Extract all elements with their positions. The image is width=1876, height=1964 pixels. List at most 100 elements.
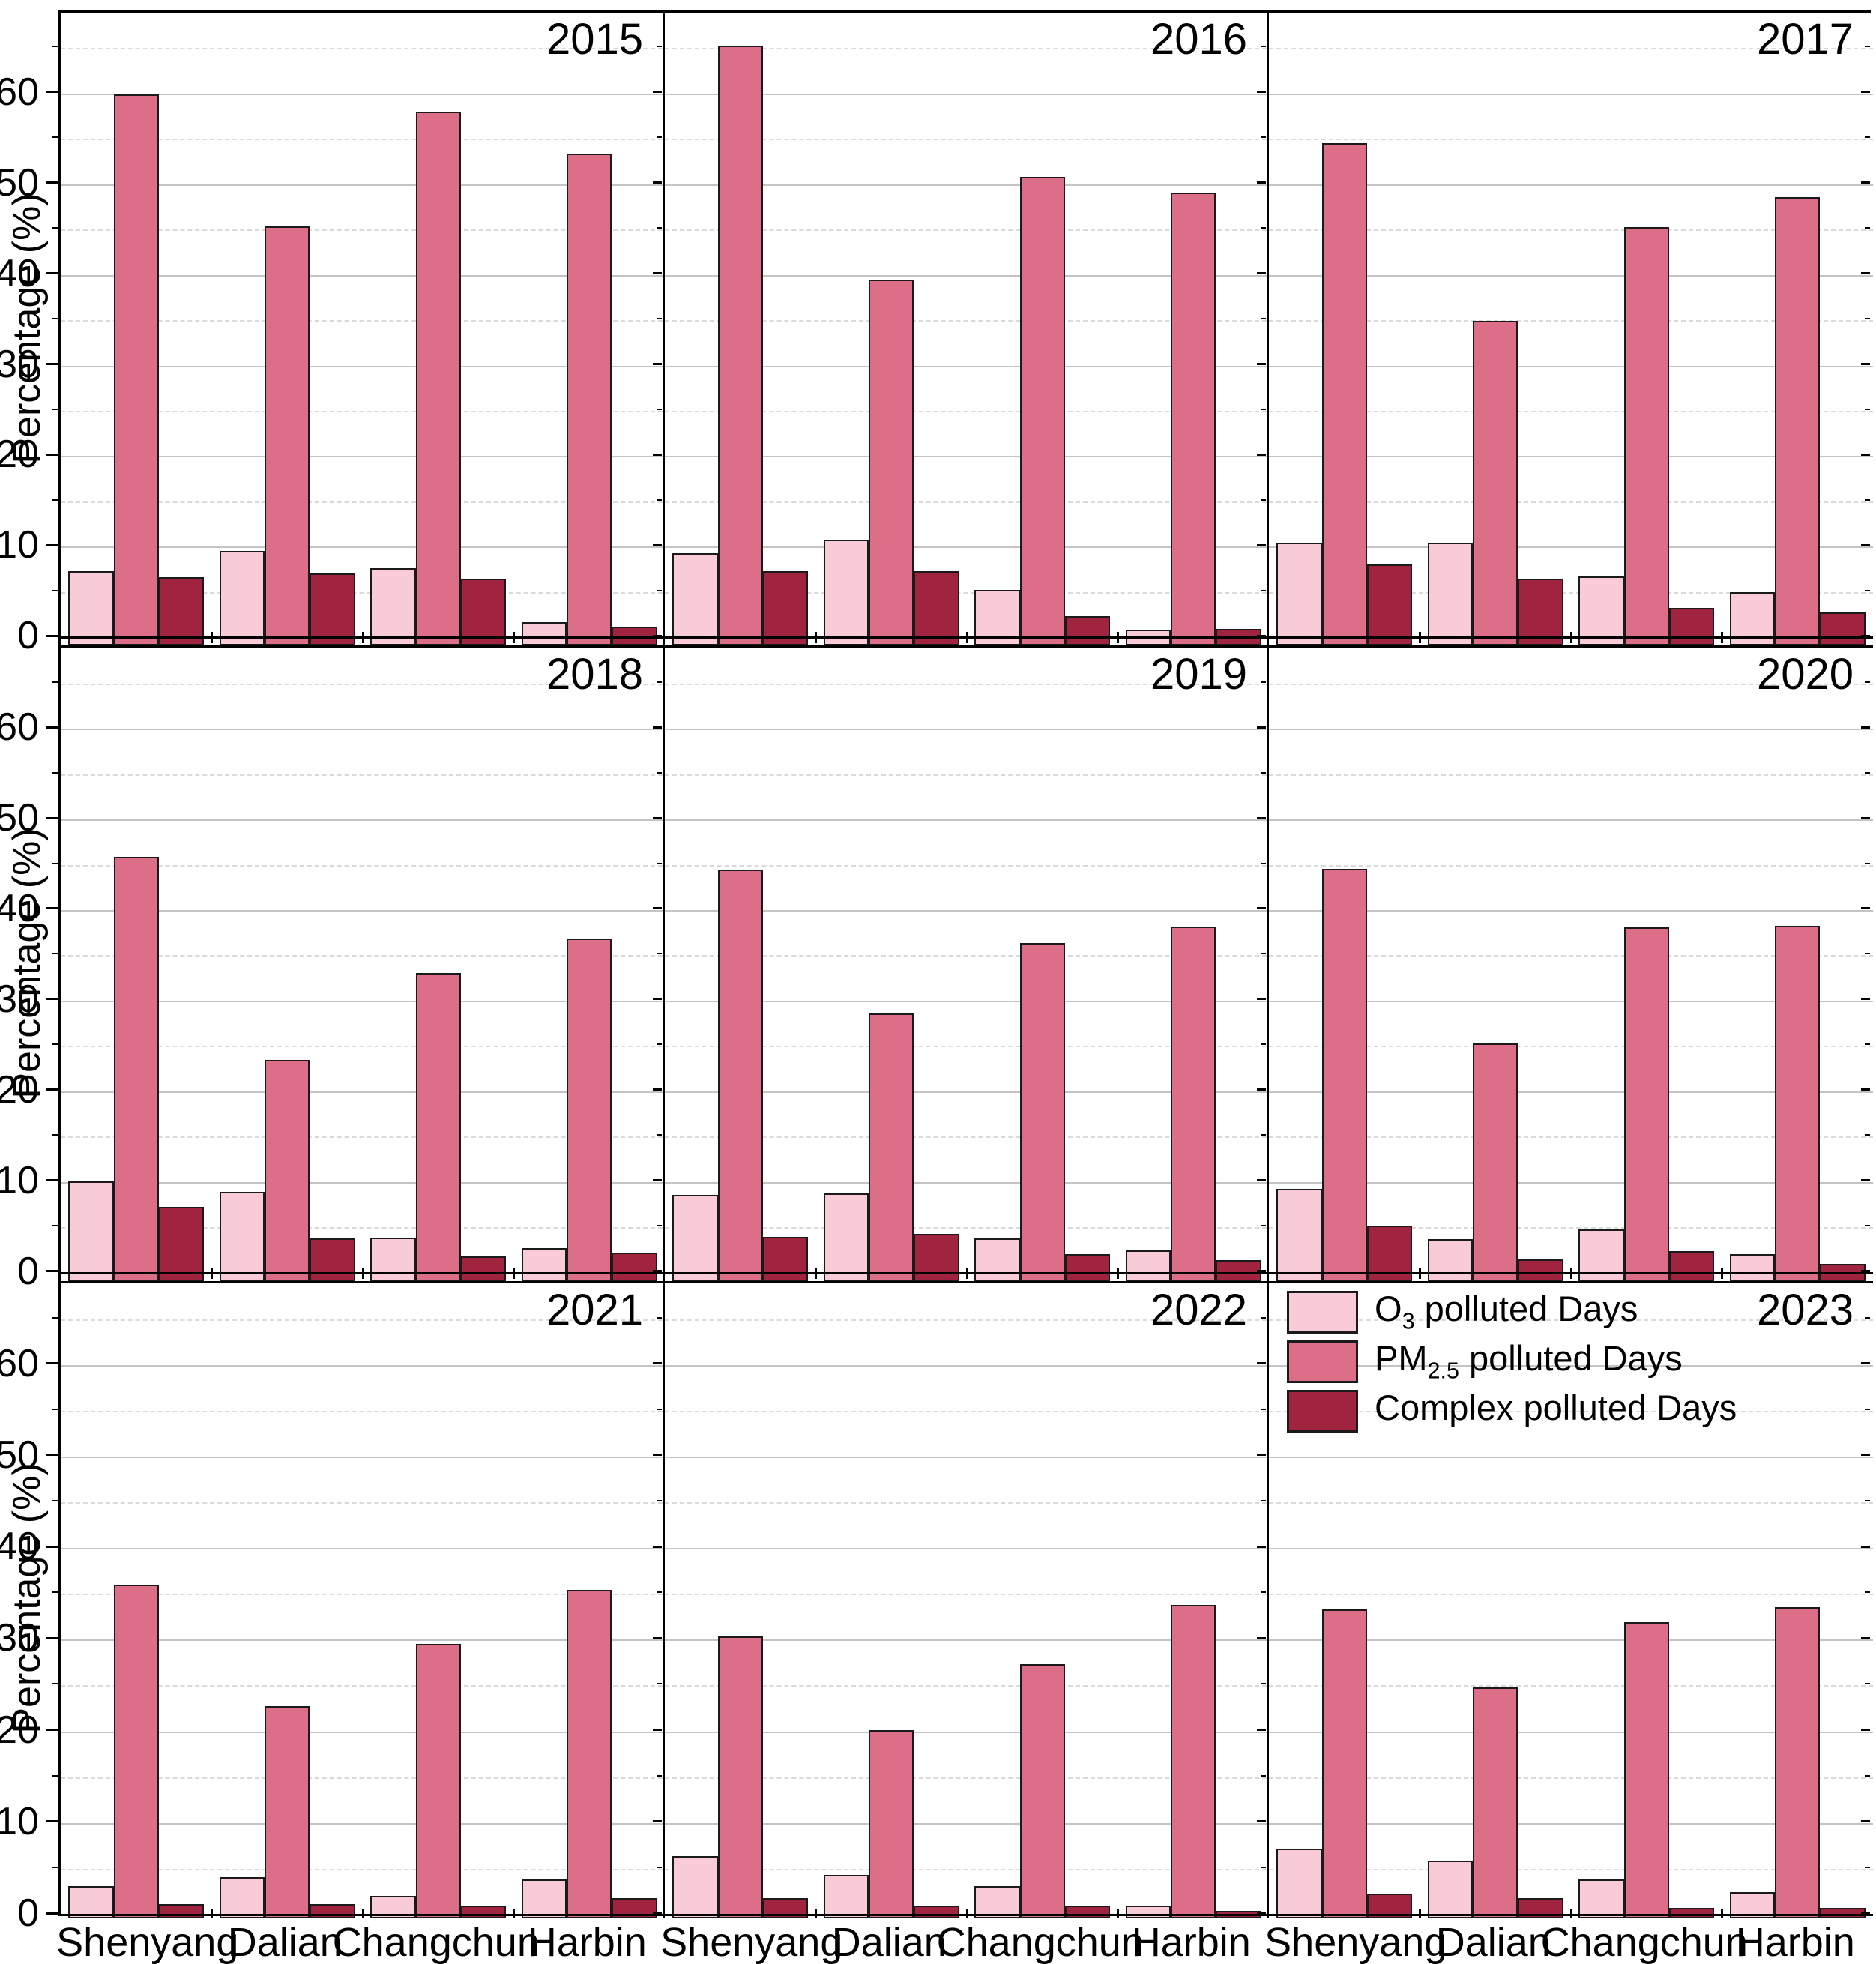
x-axis-group-tick (815, 1267, 817, 1279)
bar-2019-shenyang-o3 (672, 1195, 718, 1281)
y-tick-label-50: 50 (0, 796, 39, 840)
y-major-tick-inner (653, 181, 662, 184)
y-minor-tick-inner (1865, 1316, 1870, 1319)
x-axis-group-tick (965, 632, 968, 644)
x-tick-label-dalian: Dalian (831, 1920, 947, 1964)
bar-2019-changchun-o3 (974, 1238, 1020, 1281)
bar-2023-changchun-pm25 (1623, 1621, 1669, 1918)
y-major-tick-inner (653, 1270, 662, 1273)
gridline-minor-35 (665, 1594, 1267, 1596)
gridline-major-40 (1269, 274, 1873, 277)
bar-2015-shenyang-o3 (68, 571, 114, 646)
gridline-minor-55 (61, 139, 663, 141)
y-minor-tick-inner (657, 136, 662, 139)
gridline-major-60 (61, 729, 663, 731)
gridline-minor-15 (1269, 1777, 1873, 1779)
y-tick-label-30: 30 (0, 342, 39, 386)
y-major-tick-inner (653, 1179, 662, 1182)
x-axis-group-tick (513, 1267, 515, 1279)
bar-2022-changchun-pm25 (1019, 1664, 1065, 1918)
y-major-tick-inner (1257, 1454, 1266, 1457)
gridline-major-40 (61, 274, 663, 277)
gridline-major-50 (1269, 1456, 1873, 1458)
gridline-minor-15 (61, 501, 663, 503)
y-minor-tick-inner (1865, 1225, 1870, 1227)
y-minor-tick-inner (1865, 409, 1870, 411)
y-minor-tick-inner (1865, 771, 1870, 774)
gridline-major-60 (1269, 1364, 1873, 1367)
y-minor-tick-inner (657, 227, 662, 229)
bar-2020-changchun-pm25 (1623, 927, 1669, 1281)
y-minor-tick-inner (1261, 1683, 1266, 1685)
y-minor-tick-inner (1261, 1043, 1266, 1046)
bar-2021-shenyang-complex (158, 1904, 205, 1918)
bar-2023-dalian-o3 (1427, 1860, 1473, 1918)
y-minor-tick (52, 1043, 58, 1046)
y-major-tick-inner (1861, 453, 1870, 456)
y-major-tick (46, 272, 58, 275)
x-axis-group-tick (211, 632, 213, 644)
bar-2016-dalian-o3 (823, 540, 869, 646)
y-minor-tick-inner (1865, 1866, 1870, 1868)
bar-2019-changchun-complex (1064, 1253, 1111, 1281)
gridline-major-60 (61, 1364, 663, 1367)
year-label-2021: 2021 (546, 1285, 643, 1334)
gridline-minor-45 (665, 864, 1267, 867)
bar-2018-changchun-pm25 (415, 972, 461, 1281)
y-major-tick-inner (1257, 543, 1266, 546)
bar-2022-dalian-o3 (823, 1875, 869, 1918)
y-major-tick-inner (653, 1912, 662, 1915)
legend-text: Complex polluted Days (1375, 1388, 1737, 1428)
y-major-tick-inner (1257, 1270, 1266, 1273)
legend-subscript: 2.5 (1427, 1358, 1459, 1384)
gridline-major-60 (665, 729, 1267, 731)
y-major-tick-inner (653, 726, 662, 729)
gridline-major-20 (1269, 1731, 1873, 1733)
gridline-minor-15 (61, 1136, 663, 1139)
y-minor-tick (52, 1500, 58, 1501)
x-axis-group-tick (1721, 632, 1723, 644)
gridline-major-10 (61, 546, 663, 549)
y-tick-label-50: 50 (0, 1433, 39, 1477)
bar-2023-harbin-pm25 (1775, 1607, 1821, 1918)
bar-2017-shenyang-complex (1366, 564, 1413, 646)
bar-2018-dalian-pm25 (265, 1059, 310, 1281)
bar-2023-changchun-o3 (1578, 1879, 1624, 1918)
gridline-minor-45 (61, 1501, 663, 1504)
gridline-minor-15 (665, 1136, 1267, 1139)
bar-2019-dalian-o3 (823, 1193, 869, 1281)
y-minor-tick (52, 953, 58, 955)
gridline-minor-45 (1269, 229, 1873, 232)
bar-2018-shenyang-pm25 (113, 857, 159, 1281)
y-minor-tick-inner (657, 409, 662, 411)
y-minor-tick-inner (1261, 1408, 1266, 1410)
gridline-major-20 (61, 456, 663, 458)
y-major-tick-inner (1257, 1912, 1266, 1915)
bar-2020-dalian-o3 (1427, 1239, 1473, 1281)
x-tick-label-harbin: Harbin (1131, 1920, 1251, 1964)
gridline-major-30 (61, 365, 663, 367)
y-minor-tick-inner (1865, 681, 1870, 683)
x-axis-group-tick (361, 632, 364, 644)
x-axis-group-tick (815, 632, 817, 644)
gridline-minor-35 (665, 320, 1267, 322)
x-axis-group-tick (1419, 1909, 1421, 1918)
y-minor-tick-inner (1865, 1408, 1870, 1410)
y-major-tick-inner (1861, 1729, 1870, 1732)
bar-2017-dalian-pm25 (1473, 320, 1518, 646)
gridline-major-30 (1269, 1639, 1873, 1642)
gridline-minor-55 (1269, 1410, 1873, 1412)
gridline-minor-35 (1269, 320, 1873, 322)
gridline-minor-15 (1269, 1136, 1873, 1139)
gridline-minor-15 (665, 501, 1267, 503)
gridline-major-30 (1269, 1000, 1873, 1002)
y-minor-tick-inner (1261, 1316, 1266, 1319)
y-major-tick-inner (1257, 272, 1266, 275)
bar-2021-dalian-o3 (219, 1876, 265, 1918)
y-tick-label-60: 60 (0, 1341, 39, 1385)
gridline-major-60 (1269, 729, 1873, 731)
gridline-minor-5 (1269, 1868, 1873, 1870)
y-major-tick-inner (653, 907, 662, 910)
y-tick-label-10: 10 (0, 1799, 39, 1843)
